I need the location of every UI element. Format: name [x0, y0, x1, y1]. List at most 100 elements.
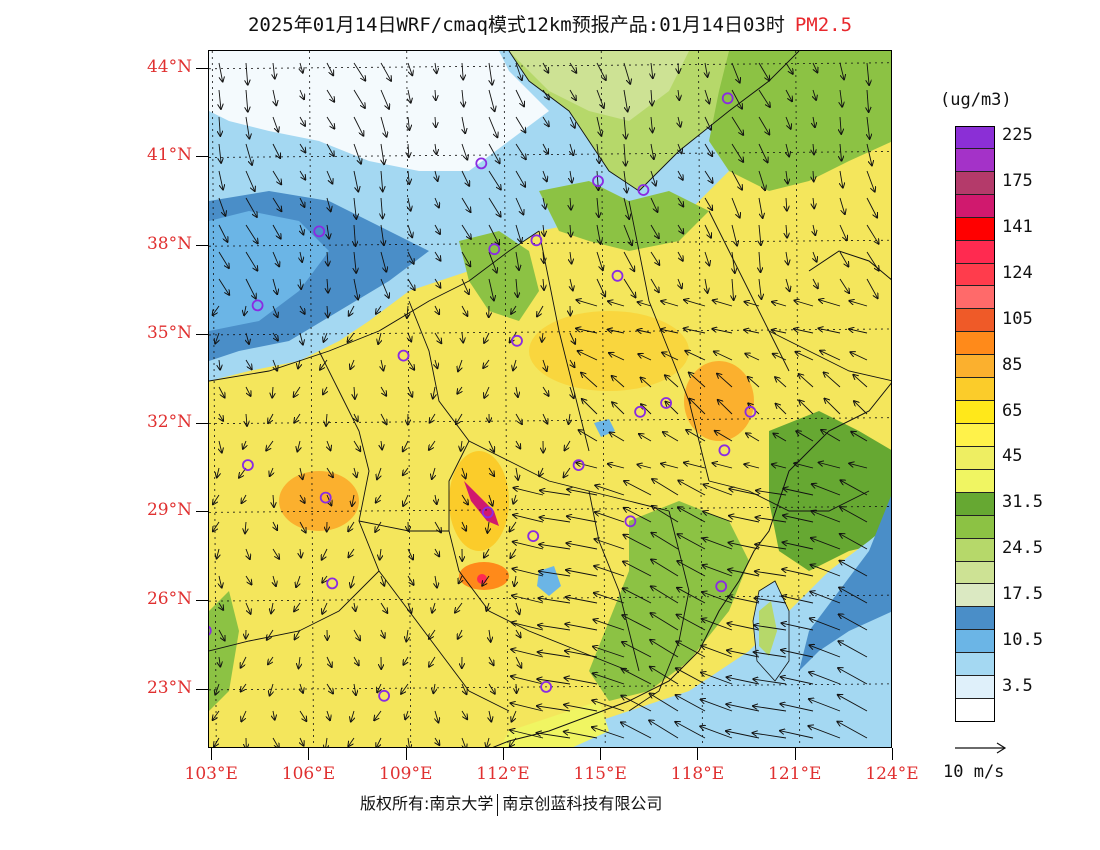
wind-arrow — [294, 413, 301, 423]
wind-arrow — [675, 722, 706, 739]
northwest-lightblue — [209, 211, 329, 331]
wind-arrow — [638, 354, 652, 361]
wind-arrow — [326, 170, 332, 184]
wind-arrow — [403, 467, 409, 475]
wind-arrow — [596, 278, 605, 296]
wind-arrow — [354, 251, 356, 273]
wind-arrow — [758, 170, 765, 190]
wind-arrow — [488, 683, 495, 694]
wind-arrow — [813, 170, 814, 181]
wind-arrow — [405, 710, 408, 719]
wind-arrow — [813, 251, 817, 262]
wind-arrow — [537, 733, 571, 739]
wind-arrow — [299, 521, 306, 533]
wind-arrow — [273, 359, 277, 371]
colorbar-swatch — [955, 561, 995, 585]
wind-arrow — [758, 116, 769, 134]
wind-arrow — [624, 116, 626, 139]
wind-arrow — [578, 351, 598, 361]
wind-arrow — [819, 300, 841, 307]
wind-arrow — [435, 116, 436, 127]
wind-arrow — [488, 251, 497, 273]
wind-arrow — [435, 494, 437, 504]
wind-arrow — [351, 575, 354, 587]
wind-arrow — [461, 440, 462, 451]
wind-arrow — [705, 278, 708, 293]
lon-label: 106°E — [281, 764, 336, 784]
wind-arrow — [704, 116, 711, 130]
fujian-green — [589, 501, 749, 701]
wind-arrow — [610, 433, 625, 442]
wind-arrow — [714, 352, 733, 361]
wind-arrow — [408, 89, 411, 103]
wind-arrow — [866, 143, 872, 165]
wind-arrow — [354, 467, 357, 477]
wind-arrow — [245, 386, 251, 396]
wind-arrow — [837, 722, 868, 739]
wind-arrow — [377, 467, 381, 479]
wind-arrow — [268, 413, 274, 423]
colorbar-label: 225 — [1002, 125, 1033, 146]
wind-arrow — [569, 89, 576, 100]
wind-arrow — [727, 677, 760, 685]
wind-arrow — [408, 386, 412, 397]
wind-arrow — [380, 116, 387, 137]
wind-arrow — [272, 278, 277, 294]
wind-arrow — [641, 404, 652, 415]
wind-arrow — [753, 733, 787, 739]
wind-arrow — [435, 89, 436, 100]
wind-arrow — [489, 62, 492, 85]
wind-arrow — [542, 116, 549, 126]
wind-arrow — [813, 197, 814, 208]
wind-arrow — [461, 305, 467, 316]
wind-arrow — [270, 467, 273, 476]
wind-arrow — [511, 703, 544, 712]
wind-arrow — [702, 592, 733, 604]
colorbar-swatch — [955, 653, 995, 677]
wind-arrow — [624, 143, 626, 166]
lat-tick — [196, 422, 208, 424]
wind-arrow — [215, 332, 219, 344]
wind-arrow — [570, 170, 572, 183]
wind-arrow — [510, 737, 517, 747]
wind-arrow — [537, 305, 544, 316]
wind-arrow — [839, 62, 844, 79]
wind-arrow — [348, 332, 355, 342]
wind-arrow — [434, 278, 440, 288]
wind-arrow — [461, 224, 471, 239]
colorbar-swatch — [955, 676, 995, 700]
yunnan-green — [209, 591, 239, 711]
wind-arrow — [515, 89, 524, 106]
wind-arrow — [429, 629, 436, 639]
wind-arrow — [433, 683, 435, 693]
guangxi-red-spot — [477, 574, 487, 584]
wind-arrow — [459, 575, 462, 583]
wind-arrow — [348, 548, 355, 557]
wind-arrow — [704, 251, 709, 265]
lat-label: 23°N — [146, 677, 192, 698]
wind-arrow — [296, 575, 300, 587]
wind-arrow — [748, 377, 760, 388]
colorbar-label: 175 — [1002, 171, 1033, 192]
wind-arrow — [488, 170, 501, 190]
wind-arrow — [773, 434, 787, 442]
wind-arrow — [569, 62, 576, 73]
wind-arrow — [595, 485, 625, 496]
wind-arrow — [218, 197, 225, 216]
wind-arrow — [641, 378, 652, 388]
colorbar-swatch — [955, 263, 995, 287]
colorbar — [955, 126, 995, 722]
wind-arrow — [300, 494, 305, 503]
wind-arrow — [839, 251, 848, 267]
wind-arrow — [689, 373, 706, 388]
colorbar-swatch — [955, 401, 995, 424]
wind-arrow — [813, 224, 815, 235]
wind-arrow — [678, 507, 706, 523]
wind-arrow — [354, 413, 358, 421]
wind-arrow — [812, 484, 841, 496]
wind-arrow — [677, 224, 683, 234]
wind-arrow — [245, 116, 249, 139]
wind-arrow — [811, 565, 841, 577]
wind-arrow — [840, 143, 842, 161]
wind-arrow — [666, 402, 679, 415]
